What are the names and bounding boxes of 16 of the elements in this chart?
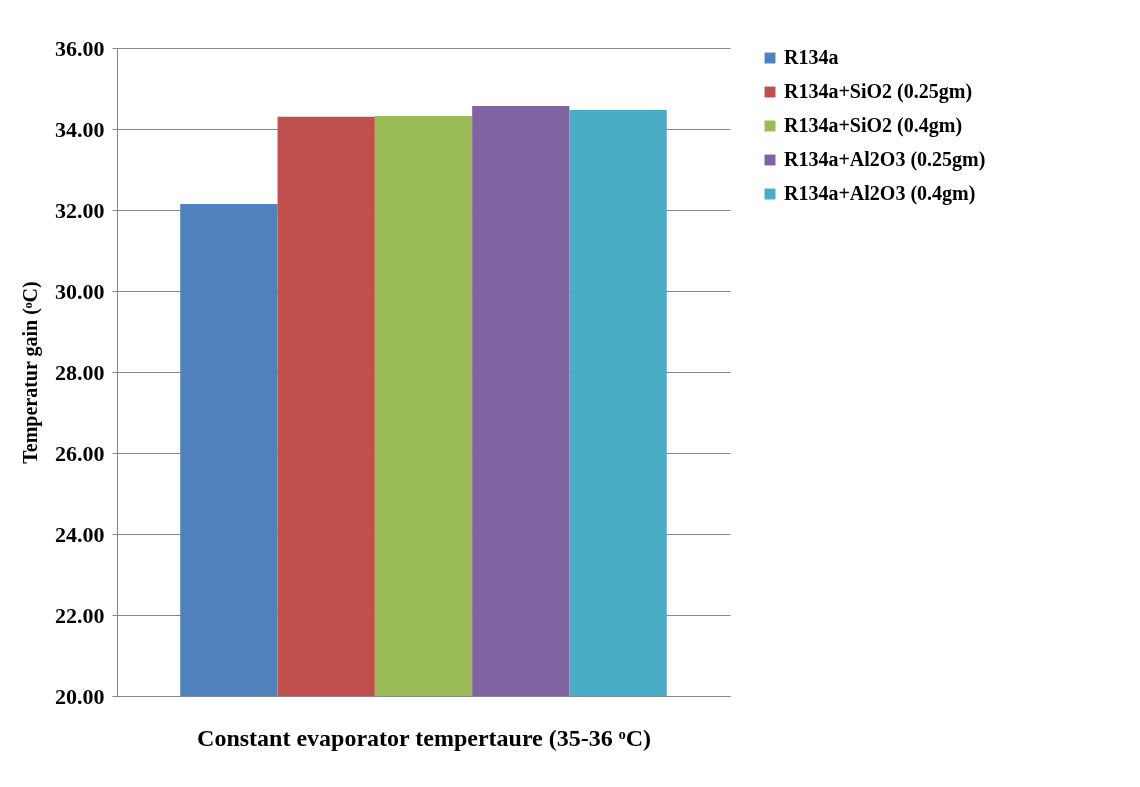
y-tick-label: 22.00 (55, 602, 105, 628)
y-tick-label: 36.00 (55, 35, 105, 61)
y-tick-label: 32.00 (55, 197, 105, 223)
legend-label: R134a+Al2O3 (0.25gm) (784, 148, 986, 171)
y-tick-label: 30.00 (55, 278, 105, 304)
y-tick-label: 26.00 (55, 440, 105, 466)
y-axis-title: Temperatur gain (ᵒC) (19, 281, 42, 464)
legend-label: R134a (784, 46, 839, 68)
y-tick-label: 34.00 (55, 116, 105, 142)
legend-label: R134a+Al2O3 (0.4gm) (784, 182, 976, 205)
x-axis-title: Constant evaporator tempertaure (35-36 ᵒC) (197, 724, 651, 751)
y-tick-label: 20.00 (55, 683, 105, 709)
y-tick-label: 24.00 (55, 521, 105, 547)
legend-label: R134a+SiO2 (0.25gm) (784, 80, 973, 103)
legend-label: R134a+SiO2 (0.4gm) (784, 114, 963, 137)
y-tick-label: 28.00 (55, 359, 105, 385)
